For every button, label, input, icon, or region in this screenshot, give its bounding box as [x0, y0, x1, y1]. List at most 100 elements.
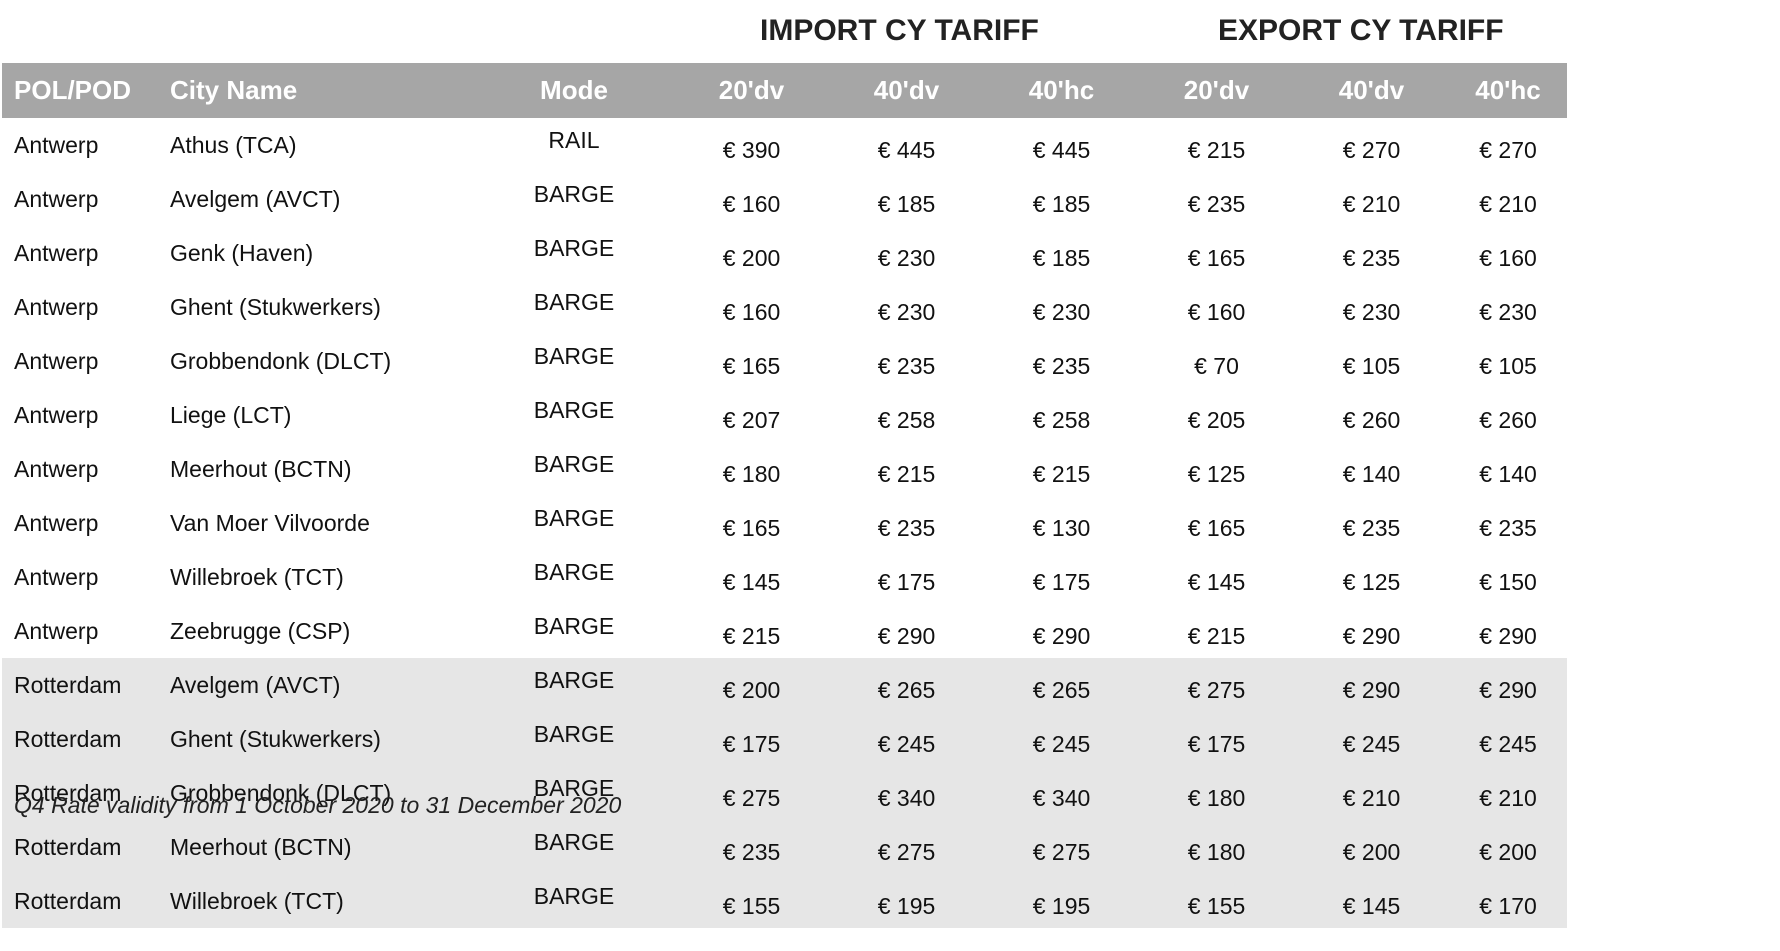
cell-city-name: Athus (TCA): [170, 131, 297, 158]
cell-export-20dv: € 165: [1187, 514, 1246, 541]
cell-mode: BARGE: [533, 559, 615, 585]
table-row: Rotterdam Ghent (Stukwerkers) BARGE € 175 € …: [2, 712, 1567, 766]
cell-export-40hc: € 200: [1449, 820, 1567, 874]
table-row: Rotterdam Willebroek (TCT) BARGE € 155 € 195…: [2, 874, 1567, 928]
cell-city-name: Liege (LCT): [170, 401, 292, 428]
cell-import-20dv: € 165: [722, 514, 781, 541]
cell-import-40hc: € 215: [1032, 460, 1091, 487]
cell-export-20dv: € 175: [1139, 712, 1294, 766]
cell-import-40dv: € 215: [877, 460, 936, 487]
cell-export-40dv: € 260: [1342, 406, 1401, 433]
cell-pol-pod: Antwerp: [14, 509, 99, 536]
cell-import-40dv: € 175: [877, 568, 936, 595]
col-header-city-name: City Name: [158, 63, 474, 118]
cell-import-20dv: € 390: [722, 136, 781, 163]
cell-import-40dv: € 195: [829, 874, 984, 928]
cell-export-40dv: € 245: [1294, 712, 1449, 766]
table-row: Antwerp Zeebrugge (CSP) BARGE € 215 € 290 € 2…: [2, 604, 1567, 658]
cell-mode: BARGE: [533, 505, 615, 531]
cell-export-40dv: € 230: [1342, 298, 1401, 325]
cell-export-20dv: € 180: [1139, 820, 1294, 874]
cell-import-40dv: € 340: [829, 766, 984, 820]
cell-import-20dv: € 165: [722, 352, 781, 379]
cell-city-name: Avelgem (AVCT): [158, 658, 474, 712]
cell-mode: RAIL: [548, 127, 600, 153]
cell-export-40hc: € 210: [1449, 766, 1567, 820]
cell-export-20dv: € 235: [1187, 190, 1246, 217]
cell-import-40hc: € 445: [1032, 136, 1091, 163]
cell-mode: BARGE: [474, 766, 674, 820]
cell-export-40dv: € 290: [1294, 658, 1449, 712]
table-row: Antwerp Willebroek (TCT) BARGE € 145 € 175 € …: [2, 550, 1567, 604]
cell-city-name: Grobbendonk (DLCT): [170, 347, 392, 374]
cell-import-40dv: € 265: [829, 658, 984, 712]
cell-pol-pod: Rotterdam: [2, 874, 158, 928]
cell-import-40hc: € 230: [1032, 298, 1091, 325]
cell-export-40dv: € 105: [1342, 352, 1401, 379]
cell-import-20dv: € 215: [722, 622, 781, 649]
cell-import-40dv: € 245: [829, 712, 984, 766]
cell-city-name: Van Moer Vilvoorde: [170, 509, 370, 536]
cell-import-40hc: € 290: [1032, 622, 1091, 649]
rate-validity-note: Q4 Rate validity from 1 October 2020 to …: [14, 792, 622, 818]
cell-mode: BARGE: [533, 235, 615, 261]
cell-import-20dv: € 160: [722, 190, 781, 217]
cell-import-40dv: € 275: [829, 820, 984, 874]
cell-export-40dv: € 270: [1342, 136, 1401, 163]
cell-export-40hc: € 230: [1479, 298, 1537, 325]
col-header-export-20dv: 20'dv: [1139, 63, 1294, 118]
cell-export-40dv: € 210: [1294, 766, 1449, 820]
cell-export-20dv: € 145: [1187, 568, 1246, 595]
cell-pol-pod: Antwerp: [14, 293, 99, 320]
table-row: Antwerp Van Moer Vilvoorde BARGE € 165 € 235…: [2, 496, 1567, 550]
cell-pol-pod: Antwerp: [14, 455, 99, 482]
cell-city-name: Willebroek (TCT): [158, 874, 474, 928]
cell-export-40hc: € 260: [1479, 406, 1537, 433]
cell-export-20dv: € 205: [1187, 406, 1246, 433]
cell-import-40dv: € 235: [877, 352, 936, 379]
cell-city-name: Willebroek (TCT): [170, 563, 344, 590]
cell-pol-pod: Antwerp: [14, 239, 99, 266]
cell-import-20dv: € 145: [722, 568, 781, 595]
col-header-import-40dv: 40'dv: [829, 63, 984, 118]
cell-mode: BARGE: [474, 874, 674, 928]
cell-import-20dv: € 175: [674, 712, 829, 766]
cell-city-name: Genk (Haven): [170, 239, 314, 266]
cell-import-40dv: € 290: [877, 622, 936, 649]
col-header-export-40dv: 40'dv: [1294, 63, 1449, 118]
cell-import-40hc: € 130: [1032, 514, 1091, 541]
cell-city-name: Avelgem (AVCT): [170, 185, 341, 212]
cell-export-20dv: € 155: [1139, 874, 1294, 928]
cell-export-40dv: € 235: [1342, 514, 1401, 541]
cell-import-40hc: € 340: [984, 766, 1139, 820]
cell-export-40hc: € 170: [1449, 874, 1567, 928]
cell-export-40dv: € 290: [1342, 622, 1401, 649]
cell-export-40hc: € 140: [1479, 460, 1537, 487]
cell-import-40dv: € 258: [877, 406, 936, 433]
cell-export-20dv: € 180: [1139, 766, 1294, 820]
cell-export-40hc: € 150: [1479, 568, 1537, 595]
cell-pol-pod: Antwerp: [14, 617, 99, 644]
cell-export-40hc: € 245: [1449, 712, 1567, 766]
cell-import-20dv: € 200: [722, 244, 781, 271]
col-header-export-40hc: 40'hc: [1449, 63, 1567, 118]
cell-city-name: Ghent (Stukwerkers): [170, 293, 381, 320]
cell-mode: BARGE: [533, 397, 615, 423]
cell-mode: BARGE: [474, 820, 674, 874]
cell-export-20dv: € 215: [1187, 622, 1246, 649]
cell-export-40hc: € 270: [1479, 136, 1537, 163]
col-header-import-20dv: 20'dv: [674, 63, 829, 118]
cell-export-40hc: € 290: [1449, 658, 1567, 712]
cell-pol-pod: Antwerp: [14, 185, 99, 212]
table-row: Antwerp Grobbendonk (DLCT) BARGE € 165 € 235…: [2, 334, 1567, 388]
table-row: Rotterdam Meerhout (BCTN) BARGE € 235 € 275 €…: [2, 820, 1567, 874]
cell-pol-pod: Rotterdam: [2, 712, 158, 766]
tariff-table: POL/POD City Name Mode 20'dv 40'dv 40'hc…: [2, 63, 1567, 928]
cell-mode: BARGE: [533, 451, 615, 477]
import-tariff-heading: IMPORT CY TARIFF: [760, 14, 1039, 47]
cell-import-20dv: € 235: [674, 820, 829, 874]
table-row: Rotterdam Grobbendonk (DLCT) BARGE € 275 € 3…: [2, 766, 1567, 820]
cell-export-40hc: € 290: [1479, 622, 1537, 649]
cell-import-20dv: € 160: [722, 298, 781, 325]
cell-export-40dv: € 125: [1342, 568, 1401, 595]
